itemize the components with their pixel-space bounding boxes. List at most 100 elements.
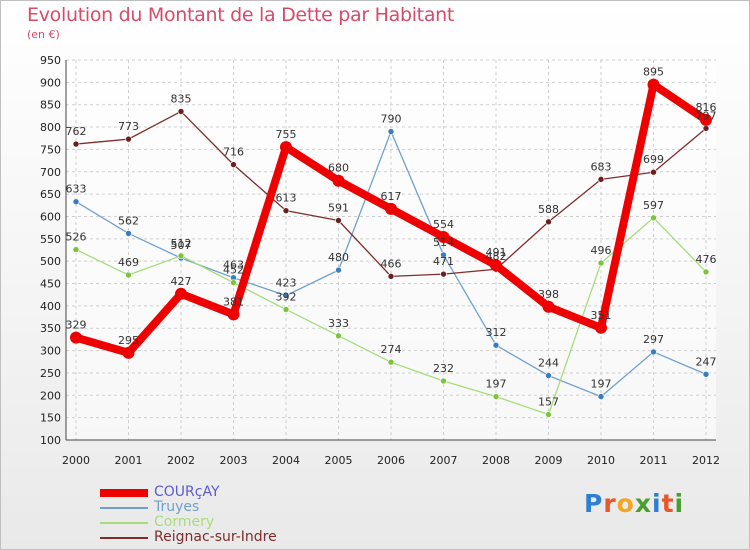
data-label: 554 [433, 218, 454, 231]
legend-swatch [100, 537, 148, 539]
data-label: 469 [118, 256, 139, 269]
y-tick-label: 400 [40, 300, 61, 313]
x-tick-label: 2002 [167, 454, 195, 467]
plot-area [66, 60, 716, 440]
data-label: 463 [223, 259, 244, 272]
data-point [70, 331, 82, 344]
data-label: 247 [696, 355, 717, 368]
data-point [597, 176, 605, 183]
data-point [650, 348, 657, 356]
data-point [230, 161, 237, 168]
data-label: 244 [538, 357, 559, 370]
data-point [335, 332, 342, 340]
data-label: 297 [643, 333, 664, 346]
data-point [227, 308, 240, 321]
x-tick-label: 2001 [115, 454, 143, 467]
data-point [595, 321, 607, 334]
data-point [440, 270, 447, 278]
data-point [542, 300, 555, 313]
legend-swatch [100, 522, 148, 524]
data-label: 680 [328, 162, 349, 175]
data-label: 716 [223, 146, 244, 159]
x-tick-label: 2004 [272, 454, 300, 467]
data-point [72, 140, 80, 148]
data-label: 312 [486, 326, 507, 339]
brand-letter: r [603, 489, 617, 518]
data-point [125, 230, 132, 237]
x-tick-label: 2003 [220, 454, 248, 467]
data-point [597, 393, 605, 400]
data-point [650, 214, 657, 222]
x-tick-label: 2005 [325, 454, 353, 467]
data-point [177, 252, 185, 260]
y-tick-label: 800 [40, 121, 61, 134]
data-point [177, 108, 185, 115]
data-label: 816 [696, 101, 717, 114]
data-point [387, 273, 395, 280]
data-label-layer: 329 295 427 381 755 680 617 554 491 398 351 895 816 6… [66, 66, 717, 409]
data-point [700, 113, 712, 126]
x-tick-label: 2000 [62, 454, 90, 467]
data-point [702, 268, 710, 276]
y-tick-label: 200 [40, 389, 61, 402]
y-tick-label: 250 [40, 367, 61, 380]
data-point [490, 259, 502, 272]
data-label: 588 [538, 203, 559, 216]
data-point [335, 266, 342, 274]
data-point [545, 372, 552, 379]
y-tick-label: 750 [40, 143, 61, 156]
y-tick-label: 700 [40, 166, 61, 179]
y-tick-label: 100 [40, 434, 61, 447]
y-tick-label: 450 [40, 278, 61, 291]
y-tick-label: 950 [40, 54, 61, 67]
data-point [280, 141, 292, 154]
data-label: 597 [643, 199, 664, 212]
y-tick-label: 900 [40, 76, 61, 89]
data-label: 197 [486, 378, 507, 391]
data-label: 476 [696, 253, 717, 266]
data-label: 480 [328, 251, 349, 264]
data-label: 699 [643, 153, 664, 166]
series-layer [70, 78, 712, 418]
brand-letter: o [616, 489, 635, 518]
data-label: 526 [66, 231, 87, 244]
y-tick-label: 150 [40, 412, 61, 425]
data-point [125, 135, 132, 143]
data-label: 633 [66, 183, 87, 196]
x-tick-label: 2009 [535, 454, 563, 467]
data-label: 613 [276, 192, 297, 205]
line-chart: 100 150 200 250 300 350 400 450 500 550 600 650 700 7… [40, 54, 720, 467]
legend-swatch [100, 507, 148, 509]
data-point [492, 341, 500, 349]
legend-swatch [100, 489, 148, 497]
data-point [545, 218, 552, 226]
y-tick-label: 650 [40, 188, 61, 201]
data-point [72, 198, 80, 206]
x-tick-label: 2008 [482, 454, 510, 467]
y-tick-label: 600 [40, 210, 61, 223]
data-point [440, 251, 447, 259]
data-point [385, 202, 397, 215]
data-label: 491 [486, 246, 507, 259]
data-label: 274 [381, 343, 402, 356]
legend-label: COURçAY [154, 484, 220, 500]
brand-logo: Proxiti [584, 489, 684, 518]
data-point [492, 393, 500, 400]
data-label: 797 [696, 109, 717, 122]
x-tick-label: 2012 [692, 454, 720, 467]
data-label: 351 [591, 309, 612, 322]
data-label: 471 [433, 255, 454, 268]
brand-letter: t [661, 489, 675, 518]
y-tick-label: 300 [40, 345, 61, 358]
data-label: 617 [381, 190, 402, 203]
data-label: 381 [223, 295, 244, 308]
brand-letter: i [674, 489, 685, 518]
data-label: 392 [276, 290, 297, 303]
data-label: 496 [591, 244, 612, 257]
legend-label: Reignac-sur-Indre [154, 529, 277, 545]
data-label: 562 [118, 214, 139, 227]
data-point [702, 125, 710, 132]
data-point [437, 231, 450, 244]
data-point [72, 246, 80, 253]
data-label: 423 [276, 277, 297, 290]
